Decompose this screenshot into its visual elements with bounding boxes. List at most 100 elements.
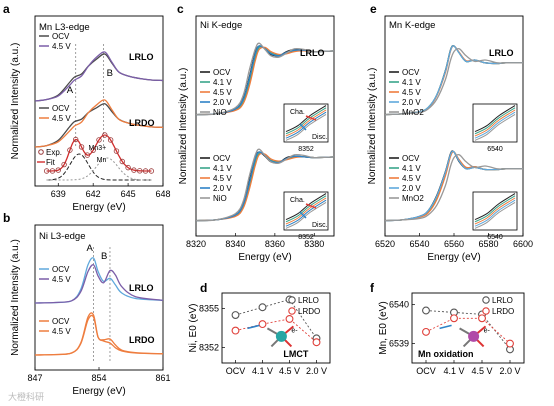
- watermark-text: 大橙科研: [8, 391, 44, 402]
- inset-line: [285, 107, 327, 135]
- exp-point: [137, 168, 143, 174]
- data-point: [231, 311, 240, 319]
- metal-atom: [468, 330, 480, 342]
- inset-tick-label: 6540: [487, 146, 503, 153]
- lrlo-line-45v: [195, 46, 335, 116]
- x-axis-label: Energy (eV): [238, 252, 291, 263]
- inset-line: [285, 193, 327, 221]
- data-point: [258, 303, 267, 312]
- exp-point: [73, 136, 79, 143]
- legend-label: 4.5 V: [213, 174, 232, 183]
- y-axis-label: Normalized Intensity (a.u.): [367, 68, 378, 185]
- legend-label: 4.5 V: [52, 327, 71, 336]
- x-tick-label: 854: [91, 373, 106, 383]
- x-axis-label: Energy (eV): [427, 252, 480, 263]
- exp-point: [113, 148, 120, 154]
- legend-label: 4.1 V: [402, 78, 421, 87]
- panel-a: a Mn L3-edge Normalized Intensity (a.u.) En…: [3, 2, 171, 213]
- legend-label: 4.5 V: [52, 42, 71, 51]
- legend-label: Fit: [46, 158, 56, 167]
- legend-label: Exp.: [46, 148, 62, 157]
- x-axis-label: Energy (eV): [72, 386, 125, 397]
- legend-label: OCV: [52, 265, 70, 274]
- legend-label: OCV: [402, 154, 420, 163]
- x-tick-label: 642: [86, 189, 101, 199]
- panel-letter-e: e: [370, 2, 377, 16]
- component-label-mn: Mn: [97, 157, 107, 164]
- lrlo-line-45v: [34, 51, 164, 102]
- exp-point: [131, 167, 137, 173]
- exp-point: [84, 152, 91, 158]
- panel-letter-c: c: [177, 2, 184, 16]
- legend-label: 4.5 V: [52, 275, 71, 284]
- panel-b: b Ni L3-edge Normalized Intensity (a.u.) En…: [3, 211, 171, 397]
- inset-line: [285, 197, 327, 225]
- legend-label: 2.0 V: [213, 184, 232, 193]
- data-point: [450, 314, 458, 323]
- legend-label: OCV: [213, 68, 231, 77]
- inset-line: [474, 107, 516, 135]
- component-mn3: [46, 153, 152, 181]
- y-tick-label: 8352: [199, 342, 219, 352]
- data-point: [312, 338, 321, 347]
- sample-label-lrlo: LRLO: [489, 48, 514, 58]
- inset-tick-label: 8352: [298, 234, 314, 241]
- inset-line: [285, 113, 327, 141]
- legend-label: OCV: [213, 154, 231, 163]
- fit-line: [46, 134, 152, 172]
- x-tick-label: 4.5 V: [279, 366, 300, 376]
- series-line: [425, 317, 511, 344]
- plot-frame: [411, 292, 525, 364]
- lrlo-line-20v: [384, 45, 524, 116]
- sample-label-lrlo: LRLO: [129, 283, 154, 293]
- plot-frame: [195, 15, 335, 237]
- annotation-label: LMCT: [283, 349, 308, 359]
- peak-label-b: B: [107, 68, 113, 79]
- x-tick-label: 6560: [444, 239, 464, 249]
- exp-point: [61, 161, 67, 168]
- legend-label: 4.5 V: [402, 88, 421, 97]
- x-tick-label: 6540: [409, 239, 429, 249]
- sample-label-lrlo: LRLO: [129, 52, 154, 62]
- inset-line: [474, 193, 516, 221]
- x-tick-label: 8320: [186, 239, 206, 249]
- inset-line: [474, 113, 516, 141]
- x-tick-label: 6520: [375, 239, 395, 249]
- panel-c-title: Ni K-edge: [200, 20, 242, 31]
- panel-c: c Ni K-edge Normalized Intensity (a.u.) Ene…: [177, 2, 335, 263]
- legend-label: OCV: [402, 68, 420, 77]
- charge-arrow: [305, 115, 317, 121]
- y-tick-label: 8355: [199, 304, 219, 314]
- panel-e-title: Mn K-edge: [389, 20, 435, 31]
- x-axis-label: Energy (eV): [72, 202, 125, 213]
- transfer-arrow: [439, 324, 452, 330]
- y-axis-label: Normalized Intensity (a.u.): [10, 239, 21, 356]
- exp-point: [90, 147, 96, 153]
- x-tick-label: 4.1 V: [252, 366, 273, 376]
- legend-label: NiO: [213, 194, 227, 203]
- lrlo-line-mno2: [384, 47, 523, 116]
- inset-label-charge: Cha.: [290, 197, 305, 204]
- legend-label: LRDO: [298, 307, 320, 316]
- metal-atom: [275, 330, 287, 342]
- x-tick-label: 8380: [304, 239, 324, 249]
- lrdo-line-20v: [384, 150, 524, 222]
- x-tick-label: 648: [155, 189, 170, 199]
- legend-label: OCV: [52, 104, 70, 113]
- data-point: [231, 326, 240, 335]
- data-point: [258, 320, 267, 329]
- legend-label: MnO2: [402, 194, 424, 203]
- x-tick-label: 645: [121, 189, 136, 199]
- peak-label-a: A: [67, 85, 74, 96]
- exp-point: [107, 137, 114, 143]
- discharge-arrow: [299, 123, 307, 131]
- legend-label: NiO: [213, 108, 227, 117]
- inset-label-charge: Cha.: [290, 109, 305, 116]
- legend-label: 4.5 V: [213, 88, 232, 97]
- inset-line: [474, 197, 516, 225]
- data-point: [422, 306, 430, 315]
- series-line: [425, 310, 511, 350]
- lrdo-line-mno2: [384, 153, 523, 222]
- component-mn: [46, 157, 152, 181]
- legend-label: LRDO: [492, 307, 514, 316]
